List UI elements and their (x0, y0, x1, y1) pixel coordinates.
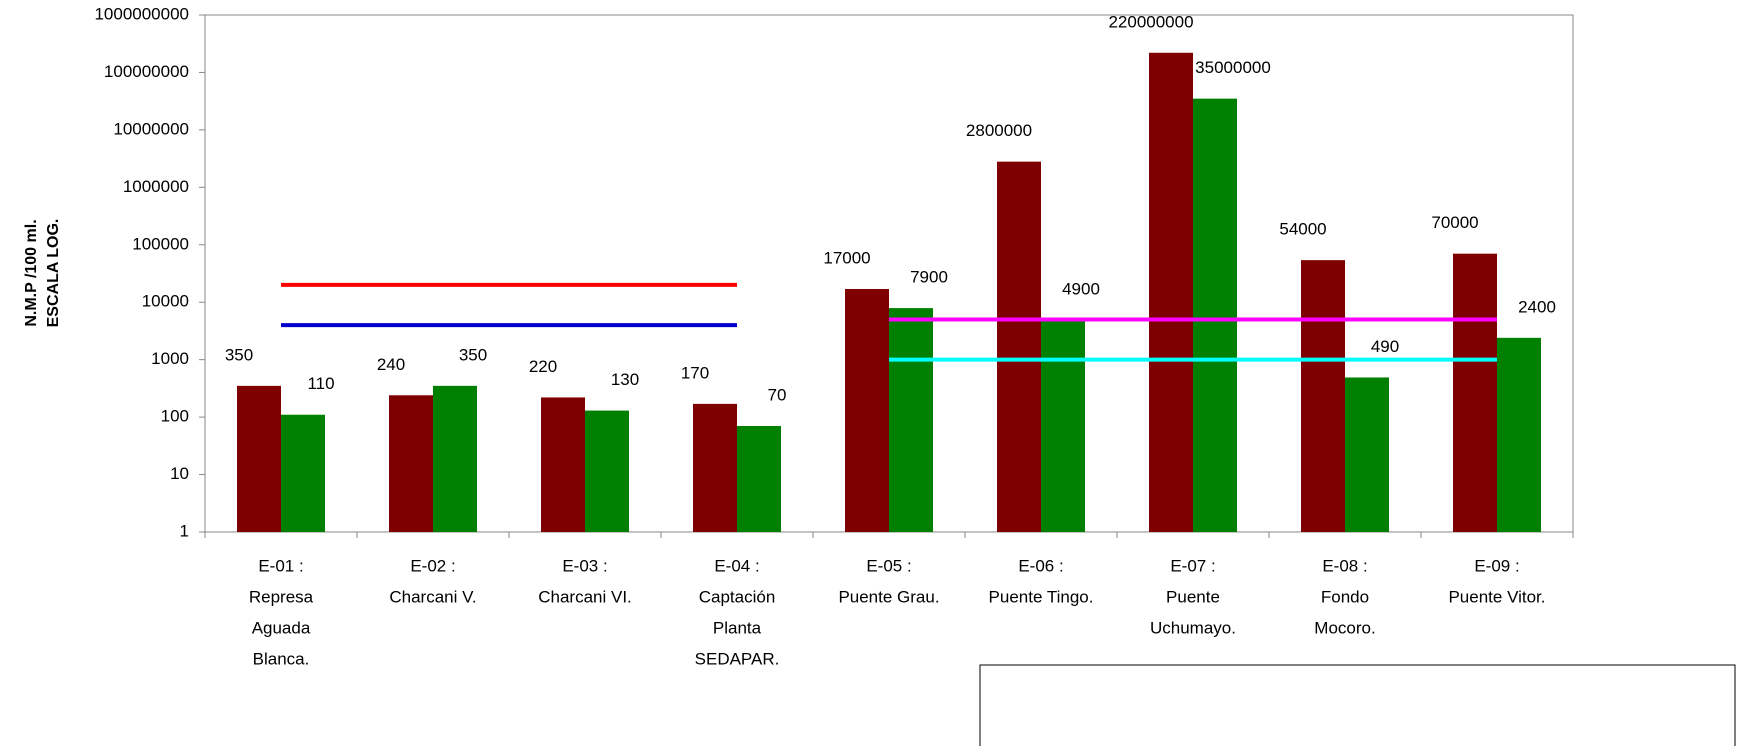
y-tick-label: 1000000000 (94, 4, 189, 23)
data-label: 2400 (1518, 297, 1556, 316)
bar (585, 410, 629, 532)
data-label: 4900 (1062, 280, 1100, 299)
x-tick-label: E-03 : (562, 556, 607, 575)
y-tick-label: 1000 (151, 349, 189, 368)
x-tick-label: Puente Grau. (838, 587, 939, 606)
x-tick-label: Puente (1166, 587, 1220, 606)
x-tick-label: Blanca. (253, 649, 310, 668)
bar (889, 308, 933, 532)
data-label: 17000 (823, 248, 870, 267)
x-tick-label: E-01 : (258, 556, 303, 575)
x-tick-label: Mocoro. (1314, 618, 1375, 637)
x-tick-label: E-02 : (410, 556, 455, 575)
y-tick-label: 100 (161, 407, 189, 426)
bar (1345, 377, 1389, 532)
x-tick-label: Fondo (1321, 587, 1369, 606)
y-tick-label: 10 (170, 464, 189, 483)
bar (281, 414, 325, 532)
data-label: 2800000 (966, 121, 1032, 140)
x-tick-label: Puente Tingo. (989, 587, 1094, 606)
bar (997, 161, 1041, 532)
data-label: 220 (529, 357, 557, 376)
y-tick-label: 1000000 (123, 177, 189, 196)
x-tick-label: Charcani V. (389, 587, 476, 606)
y-tick-label: 10000000 (113, 119, 189, 138)
x-tick-label: E-09 : (1474, 556, 1519, 575)
data-label: 7900 (910, 268, 948, 287)
x-tick-label: Captación (699, 587, 776, 606)
x-tick-label: E-04 : (714, 556, 759, 575)
y-axis-label: N.M.P /100 ml. (23, 219, 40, 326)
bar (541, 397, 585, 532)
data-label: 350 (459, 345, 487, 364)
y-tick-label: 100000 (132, 234, 189, 253)
data-label: 35000000 (1195, 58, 1271, 77)
bar (1301, 260, 1345, 532)
bar (237, 385, 281, 532)
x-tick-label: SEDAPAR. (695, 649, 780, 668)
x-tick-label: E-06 : (1018, 556, 1063, 575)
legend-box (979, 664, 1736, 746)
x-tick-label: E-07 : (1170, 556, 1215, 575)
data-label: 350 (225, 345, 253, 364)
x-tick-label: E-05 : (866, 556, 911, 575)
x-tick-label: Charcani VI. (538, 587, 632, 606)
x-tick-label: Uchumayo. (1150, 618, 1236, 637)
bar (737, 426, 781, 532)
data-label: 54000 (1279, 220, 1326, 239)
bar (1497, 337, 1541, 532)
data-label: 70000 (1431, 213, 1478, 232)
data-label: 220000000 (1108, 12, 1193, 31)
bar (693, 403, 737, 532)
data-label: 490 (1371, 337, 1399, 356)
x-tick-label: Planta (713, 618, 762, 637)
data-label: 170 (681, 363, 709, 382)
data-label: 240 (377, 355, 405, 374)
bar (389, 395, 433, 532)
y-tick-label: 100000000 (104, 62, 189, 81)
data-label: 130 (611, 370, 639, 389)
bar (845, 288, 889, 532)
data-label: 110 (307, 374, 334, 393)
y-tick-label: 1 (180, 521, 189, 540)
data-label: 70 (768, 385, 787, 404)
bar (1193, 98, 1237, 533)
x-tick-label: Aguada (252, 618, 311, 637)
x-tick-label: Puente Vitor. (1448, 587, 1545, 606)
bar (433, 385, 477, 532)
bar (1453, 253, 1497, 533)
x-tick-label: E-08 : (1322, 556, 1367, 575)
y-tick-label: 10000 (142, 292, 189, 311)
x-tick-label: Represa (249, 587, 314, 606)
y-axis-label: ESCALA LOG. (45, 219, 62, 328)
bar (1041, 320, 1085, 532)
bar (1149, 52, 1193, 532)
